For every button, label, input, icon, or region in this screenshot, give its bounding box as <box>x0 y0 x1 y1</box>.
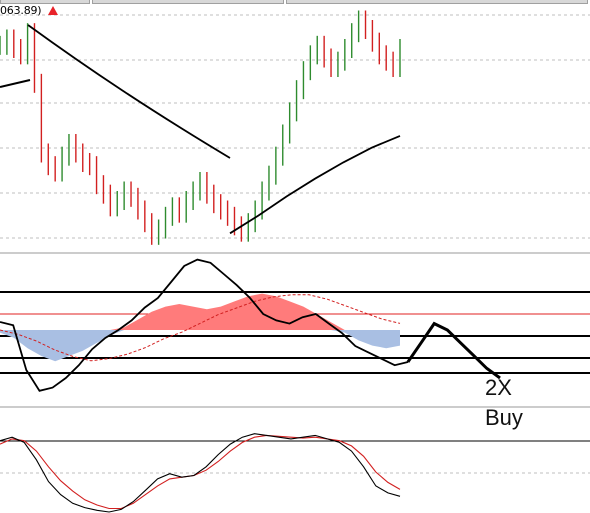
macd-main-line <box>0 258 409 392</box>
price-label: 063.89) <box>0 4 42 17</box>
macd-projection-line <box>406 321 501 380</box>
annotation-buy: Buy <box>485 405 523 430</box>
up-arrow-icon <box>48 6 58 15</box>
chart-tab[interactable] <box>92 0 284 4</box>
moving-average-line <box>27 24 231 159</box>
moving-average-line <box>229 135 401 235</box>
moving-average-line <box>0 79 31 88</box>
macd-signal-line <box>0 294 401 362</box>
annotation-2x: 2X <box>485 375 512 400</box>
stochastic-signal-line <box>0 434 401 510</box>
macd-histogram-positive <box>0 293 400 330</box>
macd-histogram-negative <box>0 330 400 362</box>
chart-tab[interactable] <box>0 0 90 4</box>
chart-tab[interactable] <box>286 0 588 4</box>
stochastic-main-line <box>0 433 401 513</box>
